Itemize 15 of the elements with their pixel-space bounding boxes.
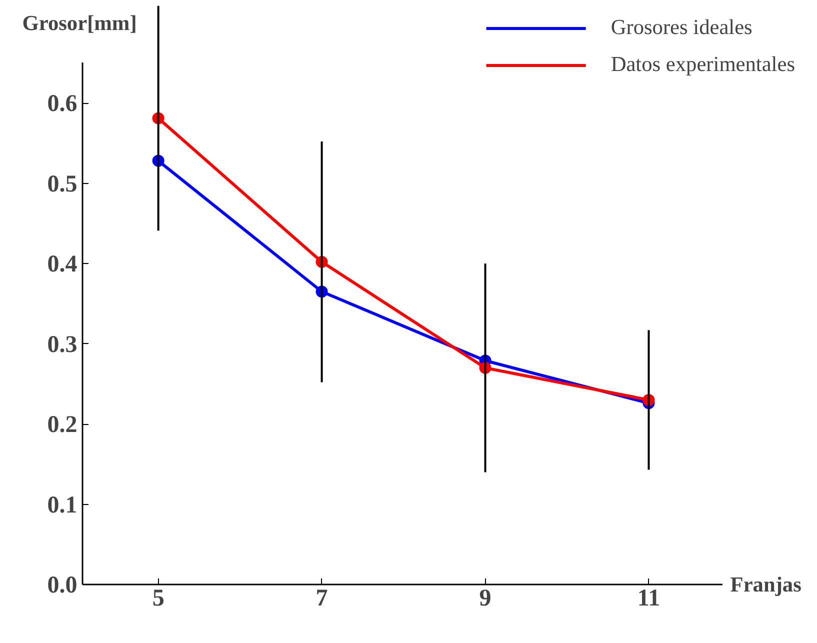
- x-tick-label: 9: [479, 586, 492, 612]
- legend-label: Grosores ideales: [610, 15, 752, 40]
- x-tick-label: 11: [637, 586, 660, 612]
- y-tick-label: 0.2: [47, 412, 78, 438]
- y-axis-title: Grosor[mm]: [22, 10, 137, 35]
- y-tick-label: 0.6: [47, 91, 78, 118]
- y-tick-label: 0.3: [47, 332, 78, 358]
- x-axis-title: Franjas: [730, 572, 802, 597]
- y-tick-label: 0.0: [47, 572, 78, 599]
- y-tick-label: 0.5: [47, 171, 78, 198]
- legend-label: Datos experimentales: [610, 52, 795, 77]
- y-tick-label: 0.4: [47, 252, 78, 278]
- x-tick-label: 5: [152, 586, 164, 612]
- y-tick-label: 0.1: [47, 492, 78, 518]
- x-tick-label: 7: [316, 586, 328, 612]
